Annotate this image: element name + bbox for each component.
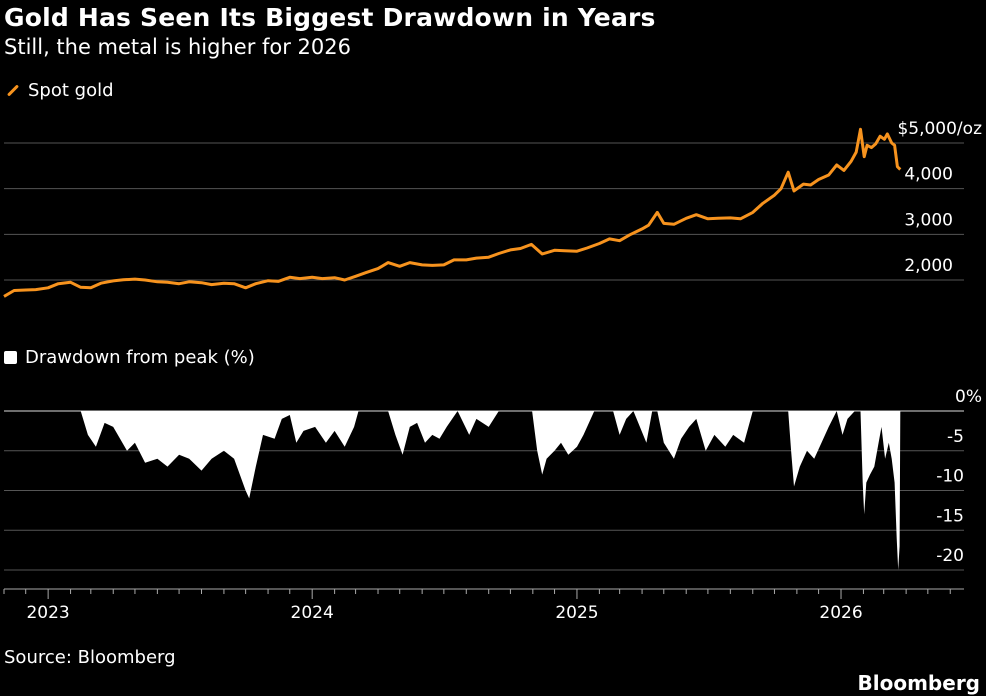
drawdown-tick-label: -10: [936, 467, 964, 487]
legend-drawdown-label: Drawdown from peak (%): [25, 347, 255, 368]
chart-title: Gold Has Seen Its Biggest Drawdown in Ye…: [4, 3, 656, 32]
source-note: Source: Bloomberg: [4, 647, 176, 668]
x-tick-label: 2026: [819, 603, 862, 623]
x-tick-label: 2023: [26, 603, 69, 623]
x-tick-label: 2025: [555, 603, 598, 623]
legend-box-swatch: [4, 351, 17, 364]
price-axis-labels: 2,000 3,000 4,000 $5,000/oz: [897, 119, 982, 276]
price-tick-label: 2,000: [904, 256, 953, 276]
price-tick-label: 4,000: [904, 165, 953, 185]
drawdown-area: [80, 411, 901, 570]
legend-drawdown: Drawdown from peak (%): [4, 347, 255, 368]
price-gridlines: [4, 142, 964, 281]
gold-chart: 2,000 3,000 4,000 $5,000/oz 0% -5 -10 -15 -20 2…: [3, 119, 982, 623]
drawdown-tick-label: -20: [936, 546, 964, 566]
drawdown-tick-label: -5: [947, 427, 964, 447]
bloomberg-logo: Bloomberg: [857, 671, 980, 695]
chart-subtitle: Still, the metal is higher for 2026: [4, 35, 352, 59]
legend-spot-gold-label: Spot gold: [28, 80, 114, 101]
drawdown-tick-label: -15: [936, 506, 964, 526]
x-tick-label: 2024: [291, 603, 334, 623]
drawdown-tick-label: 0%: [955, 387, 982, 407]
drawdown-axis-labels: 0% -5 -10 -15 -20: [936, 387, 982, 566]
price-tick-label: 3,000: [904, 210, 953, 230]
x-axis: 2023 2024 2025 2026: [3, 588, 964, 623]
spot-gold-line: [3, 127, 902, 298]
legend-spot-gold: Spot gold: [6, 80, 114, 101]
price-tick-label: $5,000/oz: [897, 119, 982, 139]
